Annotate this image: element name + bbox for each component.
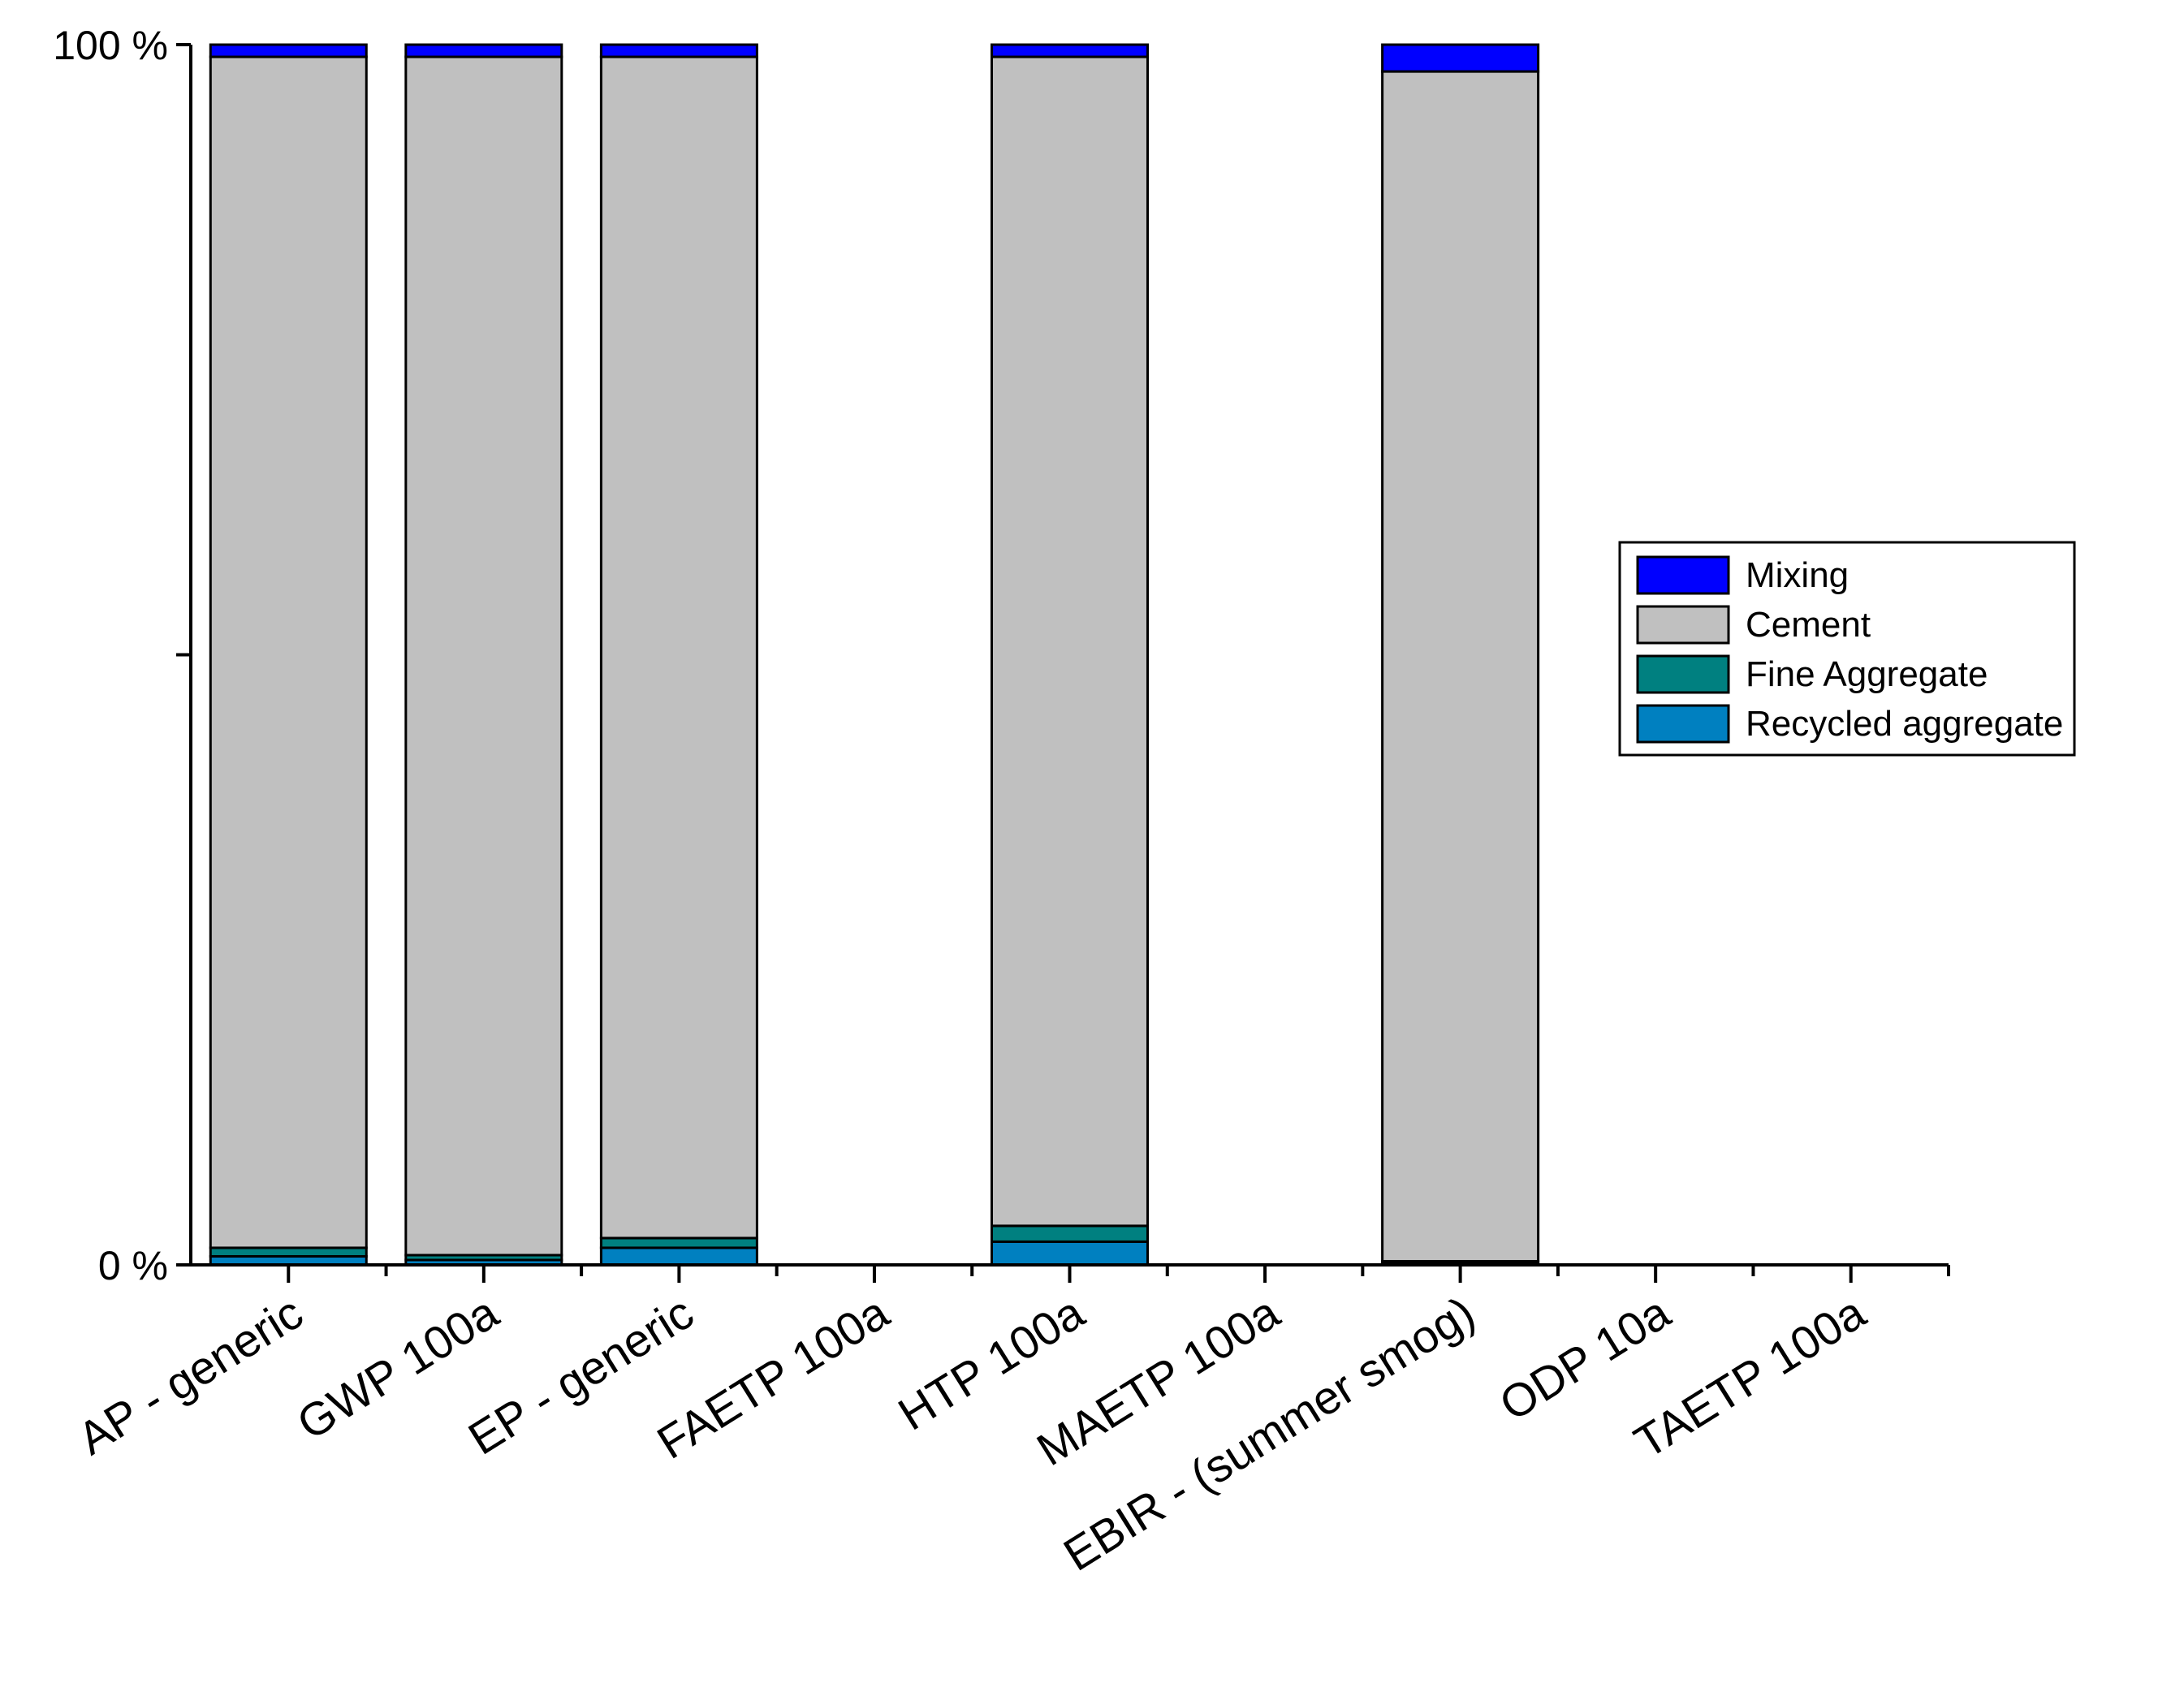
legend-label-cement: Cement: [1746, 605, 1871, 645]
bar-segment-cement-htp-100a: [991, 55, 1149, 1228]
bar-segment-cement-ap-generic: [209, 55, 368, 1249]
legend-label-fine-aggregate: Fine Aggregate: [1746, 654, 1988, 694]
legend-swatch-fine-aggregate: [1636, 654, 1730, 694]
bar-segment-mixing-gwp-100a: [404, 43, 563, 58]
bar-segment-mixing-htp-100a: [991, 43, 1149, 58]
bar-segment-recycled-aggregate-ep-generic: [599, 1246, 758, 1267]
bar-segment-cement-ep-generic: [599, 55, 758, 1240]
legend-label-recycled-aggregate: Recycled aggregate: [1746, 704, 2063, 744]
legend-swatch-recycled-aggregate: [1636, 704, 1730, 744]
bar-segment-fine-aggregate-ep-generic: [599, 1236, 758, 1249]
bar-segment-cement-gwp-100a: [404, 55, 563, 1257]
bar-segment-recycled-aggregate-htp-100a: [991, 1240, 1149, 1267]
bars-layer: [209, 43, 1540, 1267]
bar-segment-mixing-ep-generic: [599, 43, 758, 58]
bar-segment-fine-aggregate-htp-100a: [991, 1224, 1149, 1243]
legend: Mixing Cement Fine Aggregate Recycled aggre…: [1618, 541, 2076, 757]
bar-segment-cement-ebir-summer-smog: [1381, 70, 1540, 1262]
legend-swatch-cement: [1636, 605, 1730, 645]
bar-segment-mixing-ebir-summer-smog: [1381, 43, 1540, 73]
axes-layer: [176, 43, 1950, 1283]
bar-segment-fine-aggregate-ap-generic: [209, 1246, 368, 1258]
legend-swatch-mixing: [1636, 555, 1730, 595]
x-category-label-ap-generic: AP - generic: [69, 1287, 312, 1465]
y-tick-label: 0 %: [98, 1243, 168, 1288]
y-tick-label: 100 %: [53, 23, 168, 68]
legend-label-mixing: Mixing: [1746, 555, 1849, 595]
bar-segment-mixing-ap-generic: [209, 43, 368, 58]
